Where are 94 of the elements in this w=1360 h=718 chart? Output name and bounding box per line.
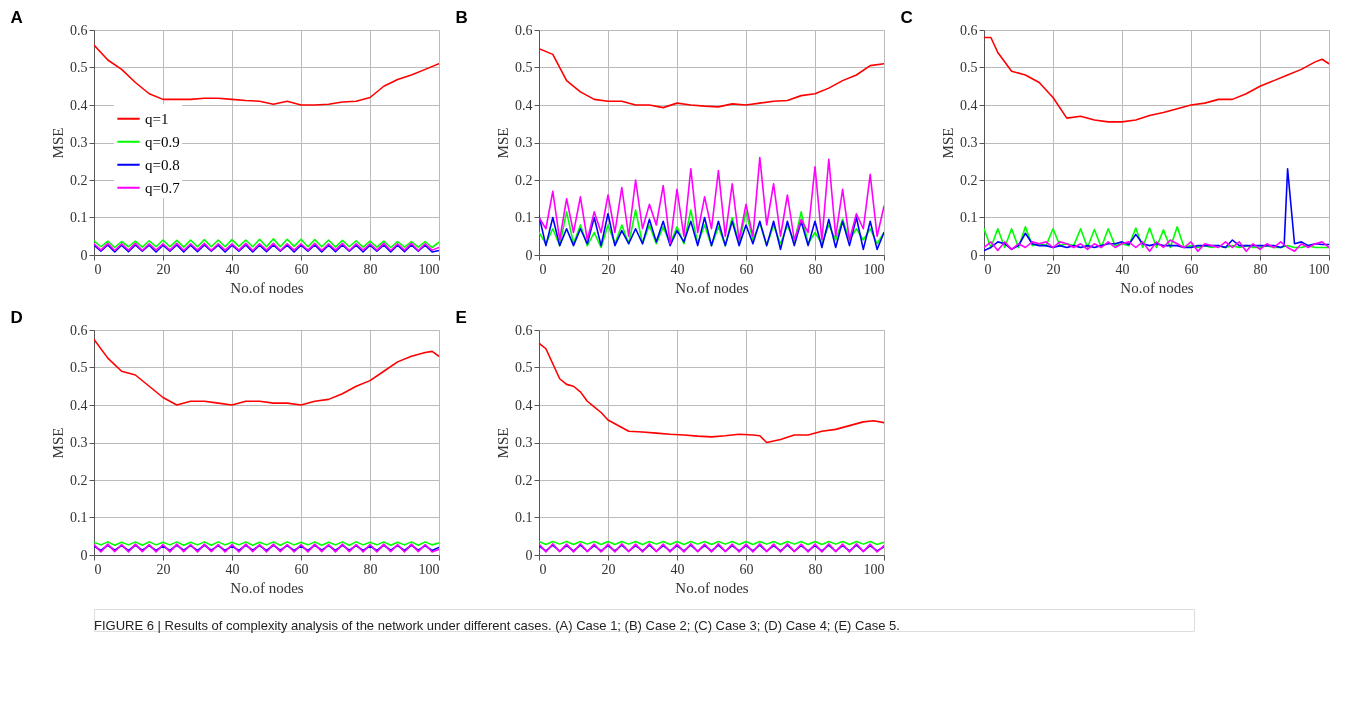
line-series [94, 44, 439, 106]
x-tick-label: 40 [1115, 261, 1130, 277]
x-tick-label: 0 [984, 261, 992, 277]
y-axis-title: MSE [50, 427, 66, 459]
x-tick-label: 80 [363, 261, 378, 277]
y-tick-label: 0.6 [960, 22, 978, 38]
y-tick-label: 0.3 [70, 435, 88, 450]
x-tick-label: 100 [863, 261, 885, 277]
y-axis-title: MSE [940, 127, 956, 159]
line-series [984, 167, 1329, 252]
x-tick-label: 100 [418, 561, 440, 577]
chart-title: C [900, 8, 913, 27]
x-tick-label: 40 [670, 561, 685, 577]
x-tick-label: 60 [739, 261, 754, 277]
y-tick-label: 0.5 [960, 60, 978, 75]
y-tick-label: 0.2 [515, 172, 533, 188]
x-tick-label: 20 [1046, 261, 1061, 277]
x-tick-label: 40 [225, 261, 240, 277]
line-series [984, 226, 1329, 249]
chart-title: E [455, 308, 467, 327]
x-tick-label: 60 [294, 261, 309, 277]
line-series [539, 156, 884, 245]
x-tick-label: 60 [739, 561, 754, 577]
line-series [539, 342, 884, 444]
x-tick-label: 80 [363, 561, 378, 577]
x-tick-label: 20 [156, 561, 171, 577]
y-tick-label: 0.4 [70, 397, 88, 413]
x-tick-label: 20 [601, 261, 616, 277]
x-tick-label: 0 [94, 261, 102, 277]
y-tick-label: 0.5 [70, 60, 88, 75]
x-tick-label: 20 [156, 261, 171, 277]
y-tick-label: 0.1 [960, 210, 978, 225]
y-tick-label: 0 [970, 247, 978, 263]
x-tick-label: 0 [539, 561, 547, 577]
chart-title: A [10, 8, 23, 27]
x-axis-title: No.of nodes [675, 279, 749, 296]
y-tick-label: 0.6 [515, 22, 533, 38]
y-tick-label: 0.6 [70, 322, 88, 338]
y-tick-label: 0 [525, 247, 533, 263]
y-tick-label: 0.5 [515, 60, 533, 75]
y-tick-label: 0.4 [515, 397, 533, 413]
y-tick-label: 0.6 [70, 22, 88, 38]
y-tick-label: 0.2 [515, 472, 533, 488]
x-tick-label: 100 [1308, 261, 1330, 277]
caption: FIGURE 6 | Results of complexity analysis of the network under different cases. (A) Case 1; (B) Case 2; (C) Case 3; (D) Case 4; (E) Case 5. [94, 618, 900, 633]
chart-title: B [455, 8, 468, 27]
y-tick-label: 0.4 [960, 97, 978, 113]
x-tick-label: 80 [808, 561, 823, 577]
x-tick-label: 60 [1184, 261, 1199, 277]
x-axis-title: No.of nodes [675, 579, 749, 596]
x-tick-label: 80 [808, 261, 823, 277]
x-axis-title: No.of nodes [1120, 279, 1194, 296]
y-tick-label: 0 [80, 247, 88, 263]
line-series [94, 238, 439, 249]
x-tick-label: 40 [670, 261, 685, 277]
x-axis-title: No.of nodes [230, 279, 304, 296]
legend-label: q=0.8 [145, 156, 180, 173]
y-tick-label: 0.6 [515, 322, 533, 338]
y-tick-label: 0.1 [515, 210, 533, 225]
line-series [984, 36, 1329, 123]
x-tick-label: 100 [863, 561, 885, 577]
y-tick-label: 0.5 [70, 360, 88, 375]
y-tick-label: 0.3 [70, 135, 88, 150]
y-axis-title: MSE [495, 427, 511, 459]
y-axis-title: MSE [50, 127, 66, 159]
y-tick-label: 0.2 [70, 172, 88, 188]
y-tick-label: 0.5 [515, 360, 533, 375]
x-tick-label: 0 [94, 561, 102, 577]
line-series [539, 47, 884, 109]
y-tick-label: 0.3 [960, 135, 978, 150]
y-tick-label: 0.1 [70, 210, 88, 225]
y-tick-label: 0 [80, 547, 88, 563]
y-tick-label: 0.3 [515, 135, 533, 150]
x-axis-title: No.of nodes [230, 579, 304, 596]
x-tick-label: 40 [225, 561, 240, 577]
legend-label: q=0.9 [145, 133, 180, 150]
y-axis-title: MSE [495, 127, 511, 159]
x-tick-label: 0 [539, 261, 547, 277]
y-tick-label: 0.3 [515, 435, 533, 450]
x-tick-label: 80 [1253, 261, 1268, 277]
y-tick-label: 0.1 [515, 510, 533, 525]
x-tick-label: 20 [601, 561, 616, 577]
y-tick-label: 0.4 [515, 97, 533, 113]
legend-label: q=1 [145, 110, 169, 127]
legend-label: q=0.7 [145, 179, 181, 196]
chart-title: D [10, 308, 23, 327]
x-tick-label: 100 [418, 261, 440, 277]
line-series [94, 338, 439, 406]
y-tick-label: 0.4 [70, 97, 88, 113]
y-tick-label: 0.1 [70, 510, 88, 525]
y-tick-label: 0.2 [70, 472, 88, 488]
y-tick-label: 0.2 [960, 172, 978, 188]
y-tick-label: 0 [525, 547, 533, 563]
x-tick-label: 60 [294, 561, 309, 577]
